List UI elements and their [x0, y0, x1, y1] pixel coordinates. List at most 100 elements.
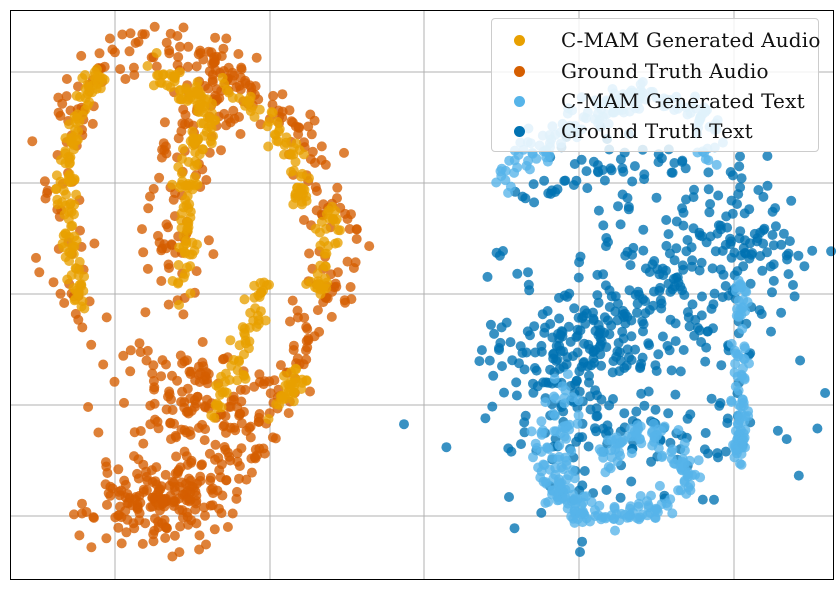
point-cmam-generated-text — [600, 467, 611, 478]
point-ground-truth-text — [529, 363, 540, 373]
point-ground-truth-text — [670, 336, 681, 347]
point-cmam-generated-audio — [277, 394, 288, 405]
point-cmam-generated-audio — [263, 141, 274, 152]
point-ground-truth-audio — [205, 500, 216, 511]
point-ground-truth-audio — [191, 495, 202, 506]
point-ground-truth-text — [545, 364, 556, 375]
point-cmam-generated-audio — [178, 231, 189, 242]
point-cmam-generated-audio — [196, 118, 207, 129]
point-ground-truth-audio — [183, 408, 194, 419]
point-cmam-generated-audio — [91, 64, 102, 75]
point-ground-truth-audio — [117, 29, 128, 40]
point-ground-truth-audio — [318, 297, 329, 308]
point-ground-truth-audio — [145, 191, 155, 202]
point-ground-truth-text — [682, 307, 693, 318]
legend-marker — [514, 125, 525, 137]
point-cmam-generated-audio — [82, 79, 93, 90]
point-ground-truth-audio — [31, 252, 41, 263]
point-cmam-generated-audio — [323, 241, 334, 251]
point-cmam-generated-text — [693, 455, 704, 466]
point-ground-truth-audio — [74, 530, 85, 541]
point-ground-truth-audio — [124, 46, 135, 57]
point-ground-truth-text — [569, 303, 580, 314]
point-ground-truth-text — [722, 418, 733, 428]
point-cmam-generated-audio — [79, 303, 90, 314]
point-ground-truth-text — [542, 306, 553, 316]
point-ground-truth-text — [627, 176, 638, 187]
point-ground-truth-text — [793, 470, 804, 481]
point-cmam-generated-audio — [70, 117, 81, 128]
point-cmam-generated-audio — [286, 149, 296, 160]
point-ground-truth-text — [707, 263, 718, 274]
point-ground-truth-text — [599, 175, 610, 186]
point-ground-truth-audio — [153, 230, 163, 241]
point-ground-truth-audio — [219, 420, 230, 431]
point-ground-truth-text — [581, 308, 592, 319]
point-ground-truth-audio — [232, 402, 243, 413]
point-cmam-generated-audio — [288, 165, 299, 176]
point-ground-truth-audio — [137, 224, 147, 235]
point-ground-truth-audio — [101, 312, 112, 323]
point-ground-truth-text — [605, 163, 616, 174]
point-ground-truth-audio — [198, 361, 209, 372]
point-ground-truth-text — [669, 255, 680, 266]
legend-label: C-MAM Generated Text — [561, 89, 805, 113]
point-ground-truth-text — [786, 195, 797, 206]
point-ground-truth-audio — [288, 340, 299, 351]
point-ground-truth-audio — [240, 75, 251, 86]
point-ground-truth-text — [613, 338, 624, 348]
point-cmam-generated-audio — [212, 398, 222, 409]
point-ground-truth-text — [703, 448, 714, 459]
point-ground-truth-audio — [233, 49, 244, 59]
point-ground-truth-text — [559, 175, 570, 186]
point-ground-truth-text — [631, 406, 642, 417]
point-ground-truth-audio — [94, 48, 105, 59]
point-ground-truth-text — [638, 224, 649, 235]
point-cmam-generated-text — [555, 428, 566, 439]
point-ground-truth-audio — [364, 241, 375, 252]
point-ground-truth-audio — [159, 239, 170, 250]
point-ground-truth-audio — [147, 492, 158, 503]
point-ground-truth-text — [643, 338, 654, 349]
point-ground-truth-audio — [332, 267, 343, 278]
point-cmam-generated-audio — [206, 410, 217, 421]
point-cmam-generated-audio — [254, 104, 265, 115]
point-ground-truth-audio — [160, 141, 171, 152]
point-ground-truth-audio — [129, 70, 140, 80]
point-ground-truth-audio — [93, 427, 104, 438]
point-ground-truth-text — [484, 355, 495, 366]
point-cmam-generated-audio — [232, 365, 243, 376]
point-cmam-generated-text — [536, 429, 547, 440]
point-ground-truth-audio — [241, 425, 252, 436]
point-ground-truth-text — [528, 179, 539, 190]
point-ground-truth-audio — [174, 504, 185, 515]
point-ground-truth-text — [762, 247, 772, 258]
point-ground-truth-audio — [213, 452, 224, 463]
point-ground-truth-text — [656, 153, 667, 164]
point-ground-truth-text — [489, 328, 500, 339]
point-ground-truth-audio — [305, 386, 315, 397]
point-cmam-generated-audio — [187, 249, 198, 260]
point-cmam-generated-audio — [169, 71, 180, 82]
point-ground-truth-text — [723, 290, 734, 301]
point-ground-truth-audio — [186, 366, 197, 377]
point-ground-truth-audio — [236, 443, 247, 454]
point-ground-truth-audio — [270, 433, 281, 444]
point-ground-truth-audio — [164, 263, 174, 273]
point-cmam-generated-audio — [195, 99, 205, 110]
point-ground-truth-audio — [140, 307, 151, 318]
point-ground-truth-audio — [77, 322, 88, 333]
point-cmam-generated-audio — [248, 315, 259, 326]
point-cmam-generated-text — [737, 303, 748, 314]
point-ground-truth-text — [532, 381, 543, 392]
point-ground-truth-audio — [212, 485, 223, 496]
point-ground-truth-text — [651, 366, 662, 376]
point-ground-truth-audio — [277, 89, 288, 100]
point-cmam-generated-text — [642, 510, 653, 521]
point-ground-truth-text — [593, 297, 604, 308]
point-ground-truth-text — [738, 261, 749, 272]
point-ground-truth-text — [670, 389, 681, 400]
point-ground-truth-text — [767, 287, 777, 298]
point-ground-truth-text — [688, 192, 699, 203]
point-ground-truth-text — [517, 191, 528, 202]
